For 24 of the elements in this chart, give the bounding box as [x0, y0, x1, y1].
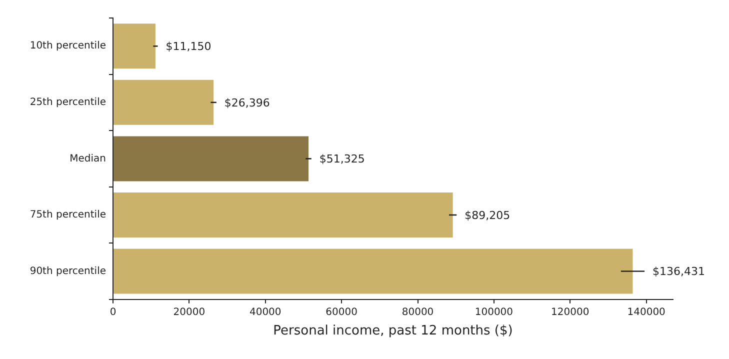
y-tick-label: 90th percentile: [30, 266, 106, 277]
data-label: $26,396: [224, 96, 270, 110]
x-tick-label: 140000: [627, 306, 666, 318]
y-tick-label: 25th percentile: [30, 97, 106, 108]
bar: [114, 24, 156, 69]
x-tick-label: 0: [110, 306, 116, 318]
y-tick-label: 75th percentile: [30, 210, 106, 221]
y-tick-label: Median: [70, 153, 106, 164]
bar: [114, 80, 214, 125]
x-tick-label: 40000: [249, 306, 282, 318]
x-tick-label: 100000: [474, 306, 514, 318]
x-tick-label: 20000: [173, 306, 206, 318]
data-label: $136,431: [652, 265, 706, 278]
x-tick-label: 60000: [326, 306, 358, 318]
x-tick-label: 80000: [402, 306, 434, 318]
bar: [114, 136, 309, 182]
x-tick-label: 120000: [551, 306, 590, 318]
y-tick-label: 10th percentile: [30, 40, 106, 52]
x-axis-title: Personal income, past 12 months ($): [273, 324, 513, 339]
data-label: $89,205: [464, 208, 510, 222]
data-label: $11,150: [166, 40, 212, 53]
bar: [114, 192, 453, 238]
data-label: $51,325: [319, 152, 365, 166]
bar: [114, 248, 633, 294]
